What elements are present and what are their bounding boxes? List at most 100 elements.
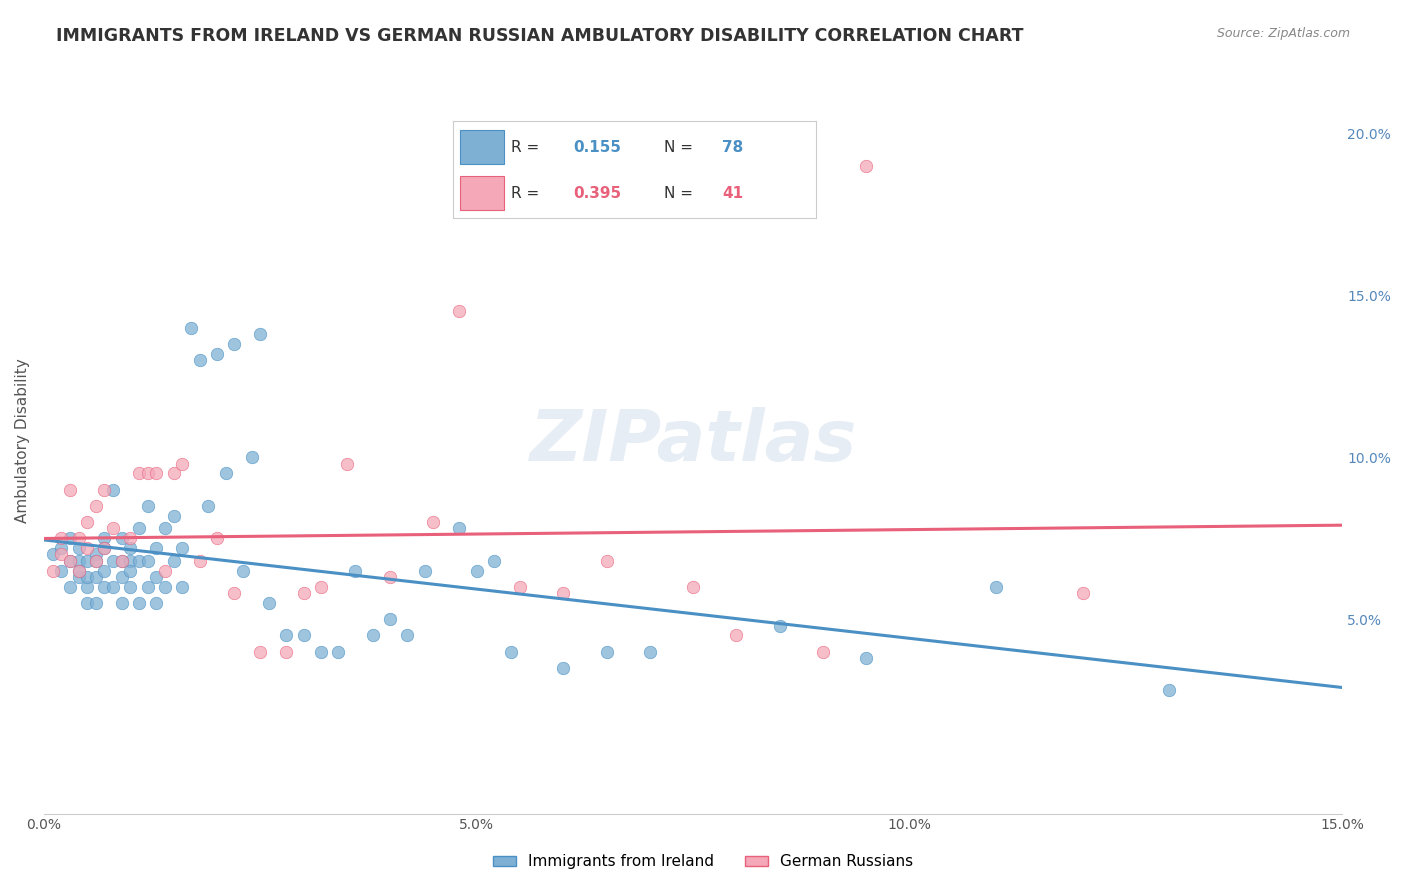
Point xyxy=(172,580,194,594)
Point xyxy=(84,554,107,568)
Point xyxy=(59,554,82,568)
Point xyxy=(51,548,73,562)
Point xyxy=(120,541,142,555)
Point xyxy=(1071,586,1094,600)
Point xyxy=(120,554,142,568)
Point xyxy=(553,661,575,675)
Point xyxy=(378,570,401,584)
Point xyxy=(93,580,115,594)
Point xyxy=(378,612,401,626)
Point xyxy=(128,467,150,481)
Text: Source: ZipAtlas.com: Source: ZipAtlas.com xyxy=(1216,27,1350,40)
Point xyxy=(76,580,98,594)
Point xyxy=(725,628,748,642)
Point xyxy=(76,554,98,568)
Point xyxy=(163,508,186,523)
Point xyxy=(163,554,186,568)
Point xyxy=(59,531,82,545)
Point xyxy=(67,564,90,578)
Point xyxy=(855,159,877,173)
Point xyxy=(120,564,142,578)
Point xyxy=(396,628,419,642)
Point xyxy=(145,596,167,610)
Point xyxy=(172,541,194,555)
Point xyxy=(93,541,115,555)
Point xyxy=(344,564,367,578)
Point xyxy=(240,450,263,465)
Point xyxy=(1159,683,1181,698)
Point xyxy=(93,531,115,545)
Point xyxy=(136,554,159,568)
Point xyxy=(309,580,332,594)
Point xyxy=(482,554,505,568)
Point xyxy=(188,353,211,368)
Point xyxy=(41,564,63,578)
Point xyxy=(128,521,150,535)
Point xyxy=(292,586,315,600)
Point xyxy=(101,521,124,535)
Point xyxy=(136,580,159,594)
Point xyxy=(76,596,98,610)
Point xyxy=(145,570,167,584)
Point xyxy=(197,499,219,513)
Point xyxy=(811,644,834,658)
Point xyxy=(638,644,661,658)
Point xyxy=(76,515,98,529)
Point xyxy=(276,644,298,658)
Point xyxy=(984,580,1007,594)
Text: ZIPatlas: ZIPatlas xyxy=(530,407,856,475)
Point xyxy=(120,531,142,545)
Point xyxy=(449,304,471,318)
Point xyxy=(361,628,384,642)
Point xyxy=(682,580,704,594)
Point xyxy=(205,346,228,360)
Text: IMMIGRANTS FROM IRELAND VS GERMAN RUSSIAN AMBULATORY DISABILITY CORRELATION CHAR: IMMIGRANTS FROM IRELAND VS GERMAN RUSSIA… xyxy=(56,27,1024,45)
Point xyxy=(84,499,107,513)
Point xyxy=(153,521,176,535)
Point xyxy=(309,644,332,658)
Point xyxy=(163,467,186,481)
Point xyxy=(111,570,134,584)
Point xyxy=(111,596,134,610)
Point xyxy=(249,644,271,658)
Point xyxy=(51,541,73,555)
Point xyxy=(51,531,73,545)
Point xyxy=(328,644,350,658)
Point xyxy=(224,336,246,351)
Legend: Immigrants from Ireland, German Russians: Immigrants from Ireland, German Russians xyxy=(486,848,920,875)
Point xyxy=(59,554,82,568)
Point xyxy=(111,554,134,568)
Point xyxy=(84,548,107,562)
Point xyxy=(249,327,271,342)
Point xyxy=(172,457,194,471)
Point xyxy=(101,554,124,568)
Point xyxy=(76,570,98,584)
Point xyxy=(153,580,176,594)
Point xyxy=(128,554,150,568)
Point xyxy=(67,570,90,584)
Point xyxy=(136,467,159,481)
Point xyxy=(336,457,359,471)
Point xyxy=(111,531,134,545)
Point xyxy=(595,644,617,658)
Point xyxy=(449,521,471,535)
Point xyxy=(292,628,315,642)
Point xyxy=(145,467,167,481)
Point xyxy=(214,467,236,481)
Point xyxy=(276,628,298,642)
Point xyxy=(224,586,246,600)
Point xyxy=(257,596,280,610)
Point xyxy=(41,548,63,562)
Point xyxy=(145,541,167,555)
Point xyxy=(501,644,523,658)
Point xyxy=(51,564,73,578)
Point xyxy=(205,531,228,545)
Point xyxy=(136,499,159,513)
Point xyxy=(67,564,90,578)
Point xyxy=(101,483,124,497)
Point xyxy=(93,483,115,497)
Point xyxy=(59,580,82,594)
Point xyxy=(84,570,107,584)
Point xyxy=(84,554,107,568)
Point xyxy=(84,596,107,610)
